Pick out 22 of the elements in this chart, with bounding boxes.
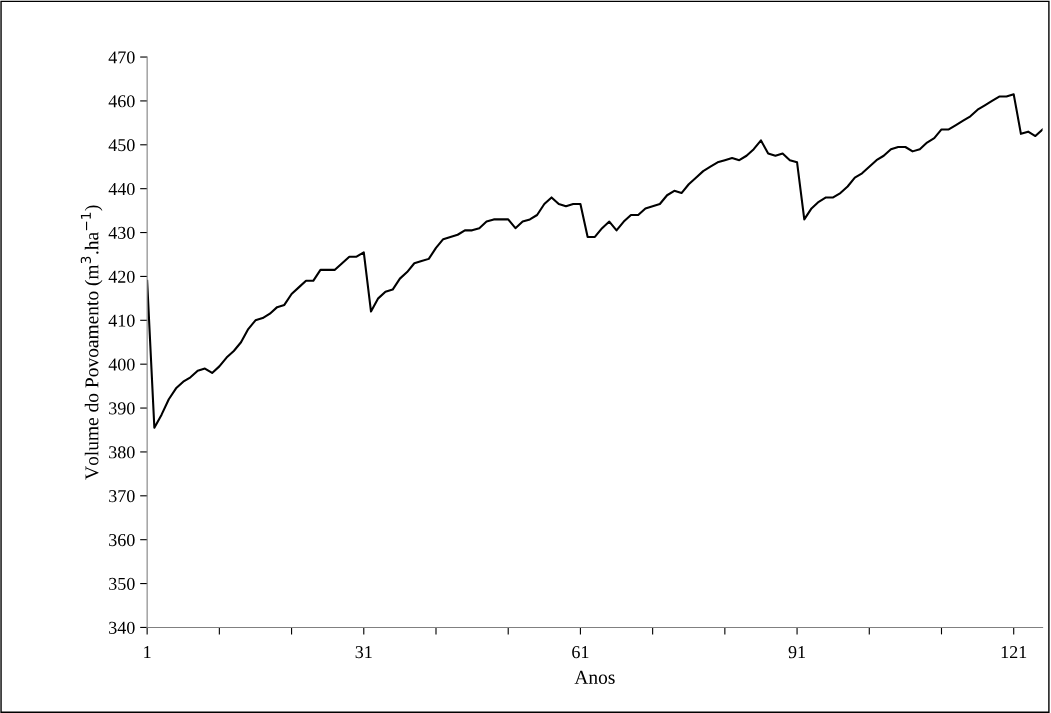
y-tick-label: 390 [109, 402, 135, 415]
y-tick-label: 380 [109, 446, 135, 459]
y-tick-label: 460 [108, 95, 135, 108]
y-tick-label: 360 [109, 533, 135, 547]
y-tick-label: 450 [108, 139, 135, 152]
y-tick-label: 440 [108, 182, 135, 196]
x-tick-label: 1 [144, 646, 151, 659]
y-tick-label: 430 [108, 226, 135, 239]
x-tick-label: 91 [788, 646, 806, 659]
y-tick-label: 340 [109, 621, 135, 634]
y-axis-title: Volume do Povoamento (m$^{3}$.ha$^{−1}$) [80, 205, 103, 480]
x-axis-title: Anos [574, 670, 615, 684]
y-tick-label: 410 [108, 314, 135, 327]
line-series [147, 93, 1043, 429]
y-tick-label: 370 [109, 490, 135, 503]
x-tick-label: 121 [1001, 646, 1027, 659]
y-tick-label: 420 [108, 270, 135, 283]
x-tick-label: 31 [355, 646, 372, 659]
x-tick-label: 61 [572, 646, 589, 659]
y-tick-label: 470 [108, 51, 135, 64]
y-tick-label: 400 [108, 358, 135, 371]
y-tick-label: 350 [109, 577, 135, 591]
